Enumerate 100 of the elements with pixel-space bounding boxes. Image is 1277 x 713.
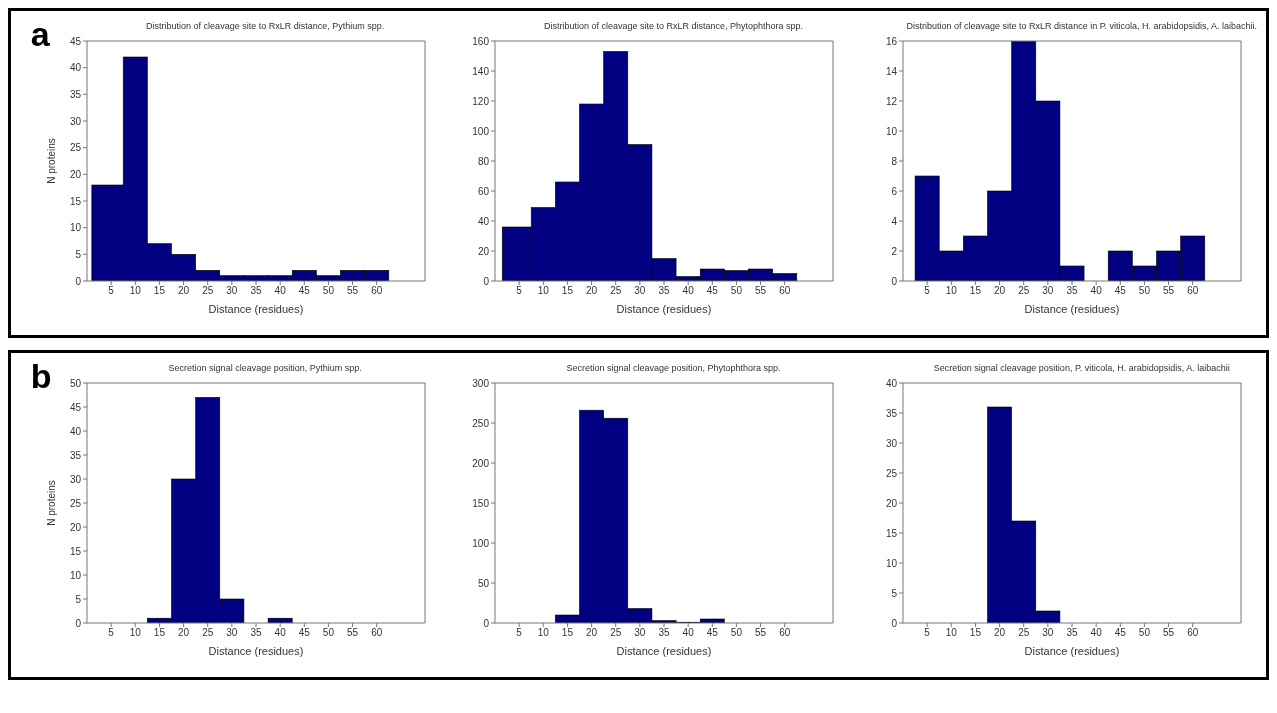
- y-tick-label: 25: [69, 497, 82, 509]
- y-tick-label: 15: [69, 195, 82, 207]
- x-tick-label: 60: [779, 285, 791, 297]
- x-tick-label: 20: [177, 627, 190, 639]
- y-tick-label: 20: [477, 245, 490, 257]
- y-tick-label: 25: [886, 467, 898, 479]
- x-tick-label: 25: [1018, 285, 1031, 297]
- x-tick-label: 35: [658, 285, 670, 297]
- y-tick-label: 8: [891, 155, 898, 167]
- x-tick-label: 55: [1163, 285, 1175, 297]
- y-tick-label: 5: [891, 587, 898, 599]
- x-tick-label: 10: [946, 285, 958, 297]
- y-tick-label: 12: [886, 95, 898, 107]
- y-tick-label: 120: [472, 95, 490, 107]
- text: b: [30, 357, 52, 396]
- y-tick-label: 0: [75, 617, 82, 629]
- y-tick-label: 25: [69, 142, 82, 154]
- x-tick-label: 40: [274, 627, 286, 639]
- x-tick-label: 10: [129, 627, 141, 639]
- x-tick-label: 25: [610, 285, 622, 297]
- y-tick-label: 40: [477, 215, 490, 227]
- y-tick-label: 10: [886, 557, 898, 569]
- y-tick-label: 45: [69, 35, 82, 47]
- x-tick-label: 5: [108, 285, 115, 297]
- y-tick-label: 6: [891, 185, 898, 197]
- y-tick-label: 45: [69, 401, 82, 413]
- y-tick-label: 100: [472, 537, 490, 549]
- y-tick-label: 200: [472, 457, 490, 469]
- y-tick-label: 2: [891, 245, 898, 257]
- x-tick-label: 45: [1115, 627, 1127, 639]
- x-tick-label: 20: [994, 285, 1006, 297]
- x-tick-label: 20: [585, 285, 598, 297]
- x-tick-label: 40: [274, 285, 286, 297]
- x-tick-label: 10: [946, 627, 958, 639]
- x-tick-label: 60: [779, 627, 791, 639]
- x-tick-label: 50: [322, 285, 335, 297]
- x-axis-title: Distance (residues): [1024, 645, 1120, 657]
- text: a: [30, 15, 50, 54]
- x-tick-label: 5: [924, 627, 931, 639]
- y-tick-label: 0: [891, 275, 898, 287]
- y-tick-label: 150: [472, 497, 490, 509]
- x-tick-label: 30: [1042, 285, 1055, 297]
- y-axis-title: N proteins: [45, 480, 57, 526]
- y-tick-label: 20: [886, 497, 898, 509]
- x-tick-label: 40: [682, 285, 695, 297]
- chart-title: Distribution of cleavage site to RxLR distance in P. viticola, H. arabidopsidis, A. laibachii.: [905, 21, 1259, 33]
- x-tick-label: 45: [298, 285, 310, 297]
- y-tick-label: 5: [75, 248, 82, 260]
- x-tick-label: 35: [250, 285, 262, 297]
- x-tick-label: 5: [108, 627, 115, 639]
- x-tick-label: 10: [537, 285, 550, 297]
- x-axis-title: Distance (residues): [616, 645, 712, 657]
- x-tick-label: 20: [177, 285, 190, 297]
- y-tick-label: 15: [886, 527, 898, 539]
- y-tick-label: 35: [69, 88, 82, 100]
- y-tick-label: 100: [472, 125, 490, 137]
- x-tick-label: 50: [730, 627, 743, 639]
- x-tick-label: 45: [706, 627, 719, 639]
- x-tick-label: 30: [1042, 627, 1055, 639]
- y-tick-label: 300: [472, 377, 490, 389]
- x-tick-label: 30: [634, 285, 646, 297]
- y-tick-label: 30: [69, 473, 82, 485]
- y-tick-label: 40: [69, 62, 82, 74]
- x-tick-label: 55: [1163, 627, 1175, 639]
- x-tick-label: 50: [322, 627, 335, 639]
- x-axis-title: Distance (residues): [208, 645, 304, 657]
- y-tick-label: 15: [69, 545, 82, 557]
- y-tick-label: 60: [477, 185, 490, 197]
- x-tick-label: 60: [1187, 285, 1200, 297]
- x-tick-label: 15: [561, 627, 574, 639]
- y-tick-label: 4: [891, 215, 898, 227]
- x-tick-label: 10: [537, 627, 550, 639]
- y-tick-label: 0: [75, 275, 82, 287]
- x-tick-label: 5: [516, 627, 523, 639]
- y-tick-label: 80: [477, 155, 490, 167]
- x-tick-label: 55: [754, 285, 767, 297]
- x-tick-label: 60: [1187, 627, 1200, 639]
- y-tick-label: 30: [886, 437, 898, 449]
- y-tick-label: 40: [69, 425, 82, 437]
- x-tick-label: 30: [225, 627, 238, 639]
- x-tick-label: 50: [1139, 285, 1151, 297]
- chart-title: Secretion signal cleavage position, Phytophthora spp.: [565, 363, 782, 375]
- x-tick-label: 35: [658, 627, 670, 639]
- x-axis-title: Distance (residues): [1024, 303, 1120, 315]
- y-tick-label: 50: [69, 377, 82, 389]
- x-tick-label: 45: [1115, 285, 1127, 297]
- y-tick-label: 5: [75, 593, 82, 605]
- x-tick-label: 15: [970, 627, 982, 639]
- x-axis-title: Distance (residues): [616, 303, 712, 315]
- x-tick-label: 40: [1090, 627, 1103, 639]
- x-tick-label: 50: [1139, 627, 1151, 639]
- x-tick-label: 40: [682, 627, 695, 639]
- x-tick-label: 10: [129, 285, 141, 297]
- x-tick-label: 25: [1018, 627, 1031, 639]
- x-tick-label: 20: [585, 627, 598, 639]
- y-tick-label: 250: [472, 417, 490, 429]
- y-tick-label: 30: [69, 115, 82, 127]
- y-tick-label: 35: [886, 407, 898, 419]
- y-tick-label: 0: [483, 617, 490, 629]
- x-tick-label: 15: [153, 285, 166, 297]
